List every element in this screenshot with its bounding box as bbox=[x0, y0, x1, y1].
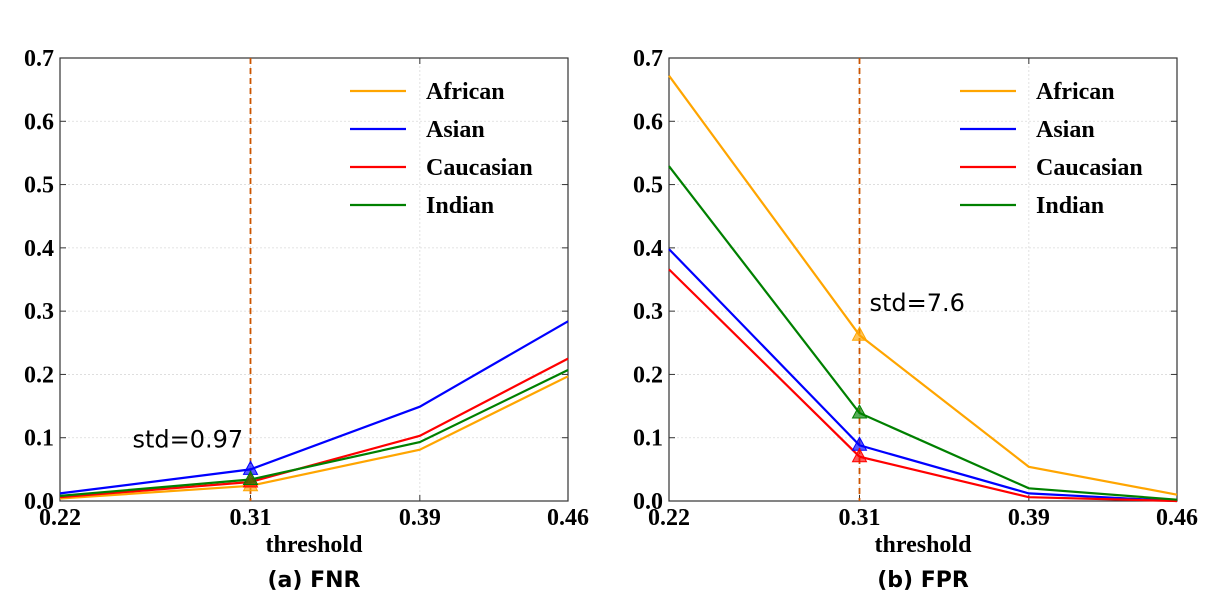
legend-label-indian: Indian bbox=[1036, 193, 1104, 219]
y-tick-label: 0.7 bbox=[24, 46, 54, 72]
marker-indian bbox=[242, 470, 259, 485]
y-tick-label: 0.0 bbox=[633, 489, 663, 515]
x-tick-label: 0.39 bbox=[399, 505, 441, 531]
series-line-african bbox=[59, 375, 569, 500]
legend-label-asian: Asian bbox=[1036, 117, 1095, 143]
y-tick-label: 0.3 bbox=[633, 299, 663, 325]
x-tick-label: 0.46 bbox=[547, 505, 589, 531]
x-tick-label: 0.22 bbox=[39, 505, 81, 531]
y-tick-label: 0.3 bbox=[24, 299, 54, 325]
x-tick-label: 0.22 bbox=[648, 505, 690, 531]
series-line-asian bbox=[668, 248, 1178, 503]
series-line-african bbox=[668, 75, 1178, 496]
series-line-indian bbox=[59, 369, 569, 497]
x-tick-label: 0.31 bbox=[839, 505, 881, 531]
x-axis-label: threshold bbox=[875, 532, 973, 558]
legend-label-caucasian: Caucasian bbox=[426, 155, 533, 181]
legend-label-indian: Indian bbox=[426, 193, 494, 219]
legend-label-african: African bbox=[426, 79, 505, 105]
x-axis-label: threshold bbox=[266, 532, 364, 558]
marker-african bbox=[851, 326, 868, 341]
marker-indian bbox=[851, 403, 868, 419]
y-tick-label: 0.4 bbox=[633, 236, 663, 262]
panel-caption: (b) FPR bbox=[877, 568, 969, 593]
std-annotation: std=7.6 bbox=[870, 289, 965, 317]
y-tick-label: 0.2 bbox=[633, 362, 663, 388]
panel-fnr: 0.0 0.1 0.2 0.3 0.4 0.5 0.6 0.7 0.22 0.31 0.39 0.46… bbox=[24, 46, 589, 593]
std-annotation: std=0.97 bbox=[133, 425, 244, 453]
y-tick-label: 0.7 bbox=[633, 46, 663, 72]
y-tick-label: 0.1 bbox=[633, 426, 663, 452]
panel-fpr: 0.0 0.1 0.2 0.3 0.4 0.5 0.6 0.7 0.22 0.31 0.39 0.46… bbox=[633, 46, 1198, 593]
plot-frame bbox=[59, 57, 569, 502]
legend-label-caucasian: Caucasian bbox=[1036, 155, 1143, 181]
y-tick-label: 0.4 bbox=[24, 236, 54, 262]
y-tick-label: 0.5 bbox=[633, 173, 663, 199]
y-tick-label: 0.6 bbox=[633, 109, 663, 135]
y-tick-label: 0.5 bbox=[24, 173, 54, 199]
x-tick-label: 0.46 bbox=[1156, 505, 1198, 531]
series-line-caucasian bbox=[668, 268, 1178, 503]
series-line-asian bbox=[59, 320, 569, 495]
x-tick-label: 0.39 bbox=[1008, 505, 1050, 531]
series-line-indian bbox=[668, 165, 1178, 501]
marker-caucasian bbox=[851, 447, 868, 463]
y-tick-label: 0.6 bbox=[24, 109, 54, 135]
legend-label-african: African bbox=[1036, 79, 1115, 105]
panel-caption: (a) FNR bbox=[268, 568, 361, 593]
y-tick-label: 0.1 bbox=[24, 426, 54, 452]
y-tick-label: 0.2 bbox=[24, 362, 54, 388]
plot-frame bbox=[668, 57, 1178, 502]
series-line-caucasian bbox=[59, 357, 569, 499]
y-tick-label: 0.0 bbox=[24, 489, 54, 515]
legend-label-asian: Asian bbox=[426, 117, 485, 143]
x-tick-label: 0.31 bbox=[230, 505, 272, 531]
